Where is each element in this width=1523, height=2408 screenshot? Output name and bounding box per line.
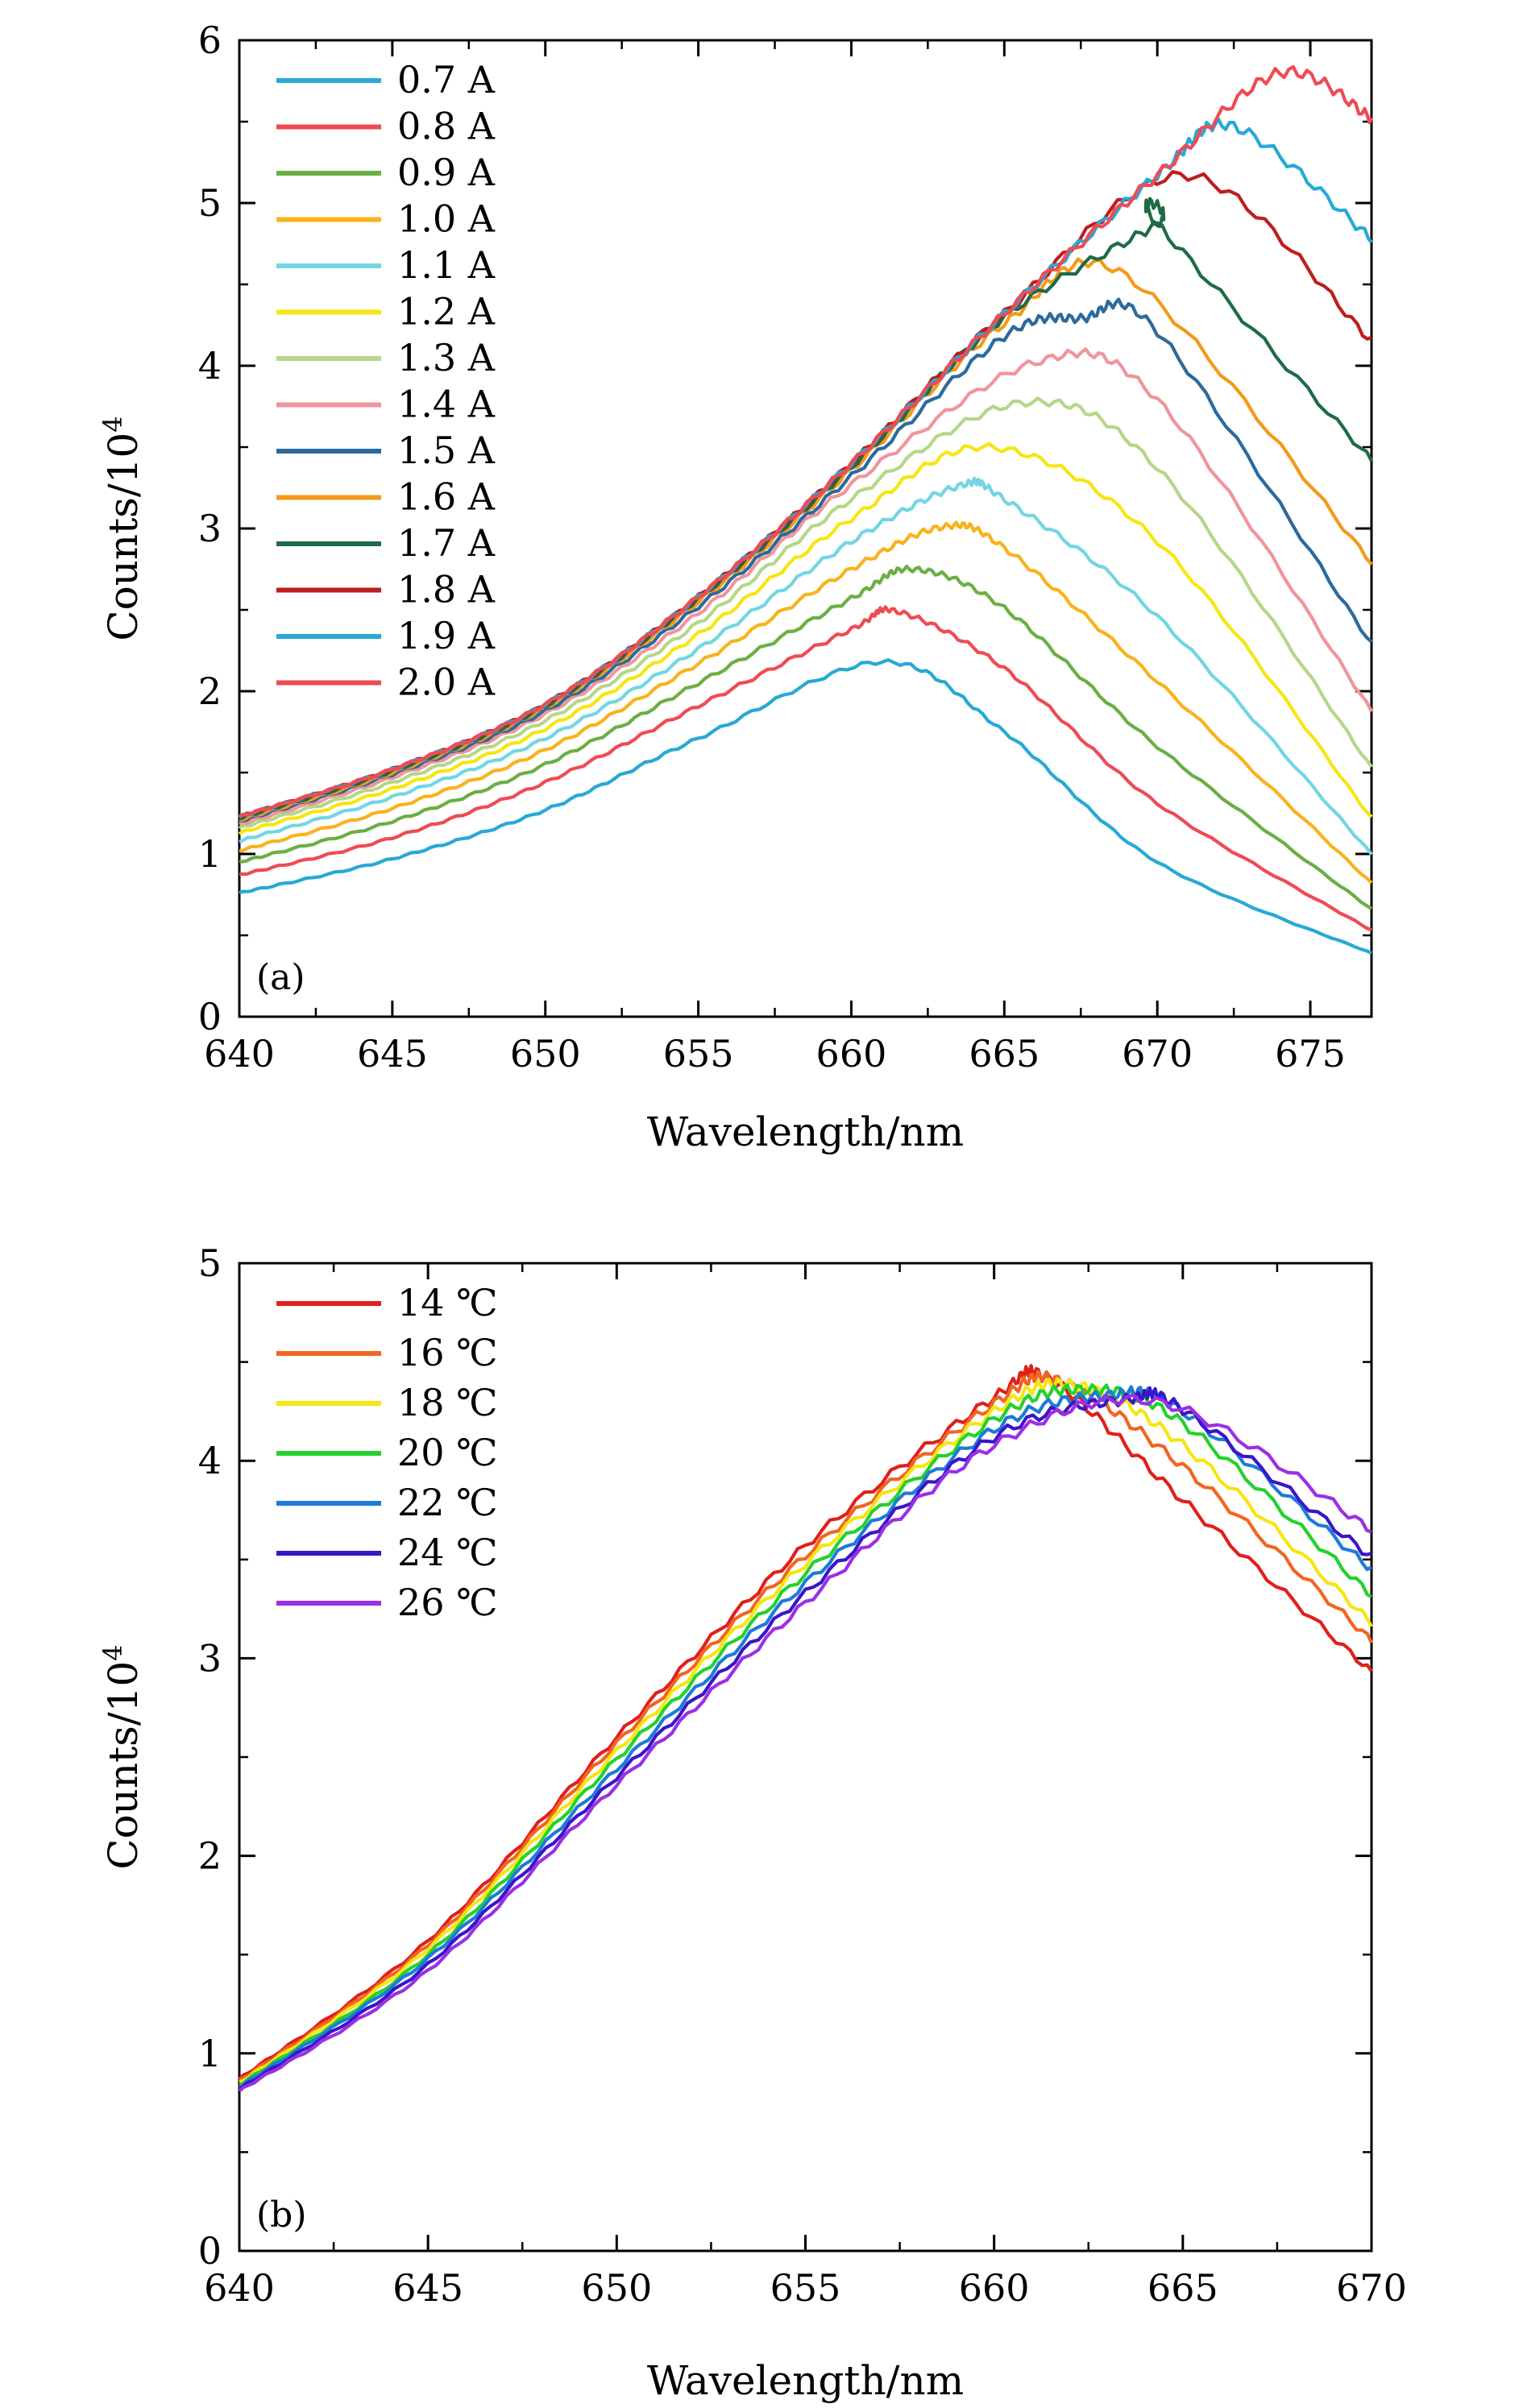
series-line bbox=[239, 64, 1373, 818]
x-tick-label: 655 bbox=[770, 2266, 841, 2310]
series-line bbox=[238, 1393, 1372, 2093]
series-line bbox=[239, 347, 1373, 826]
legend-label: 18 ℃ bbox=[397, 1381, 498, 1424]
x-tick-label: 665 bbox=[1147, 2266, 1218, 2310]
series-line bbox=[238, 441, 1373, 835]
y-tick-label: 2 bbox=[198, 669, 222, 713]
y-axis-label-exponent: 4 bbox=[98, 416, 128, 432]
series-line bbox=[239, 1377, 1373, 2084]
y-axis-label-base: Counts/10 bbox=[100, 1661, 147, 1870]
x-tick-label: 675 bbox=[1275, 1032, 1346, 1076]
x-axis-label: Wavelength/nm bbox=[647, 2357, 964, 2404]
series-line bbox=[239, 297, 1373, 823]
x-tick-label: 670 bbox=[1122, 1032, 1193, 1076]
axis-ticks: 640 645 650 655 660 665 670 0 1 2 3 4 5 bbox=[198, 1241, 1407, 2310]
y-tick-label: 1 bbox=[198, 832, 222, 876]
chart-panel-b: 640 645 650 655 660 665 670 0 1 2 3 4 5 14 ℃ 16 ℃ 18 ℃… bbox=[98, 1241, 1407, 2404]
y-tick-label: 1 bbox=[198, 2032, 222, 2075]
series-line bbox=[239, 476, 1373, 856]
legend-label: 1.7 A bbox=[397, 521, 496, 565]
x-axis-label: Wavelength/nm bbox=[647, 1109, 964, 1155]
series-line bbox=[238, 1370, 1373, 2082]
x-tick-label: 665 bbox=[969, 1032, 1040, 1076]
series-line bbox=[239, 564, 1373, 910]
legend-label: 0.8 A bbox=[397, 105, 496, 148]
series-layer bbox=[238, 64, 1373, 955]
series-layer bbox=[238, 1364, 1373, 2093]
y-tick-label: 0 bbox=[198, 2229, 222, 2273]
legend-label: 1.6 A bbox=[397, 475, 496, 519]
x-tick-label: 650 bbox=[510, 1032, 581, 1076]
x-tick-label: 645 bbox=[357, 1032, 428, 1076]
x-tick-label: 660 bbox=[816, 1032, 887, 1076]
x-tick-label: 655 bbox=[663, 1032, 734, 1076]
series-line bbox=[239, 605, 1372, 932]
legend-label: 1.3 A bbox=[397, 336, 496, 379]
series-line bbox=[239, 1382, 1372, 2087]
legend-label: 24 ℃ bbox=[397, 1531, 498, 1574]
series-line bbox=[239, 520, 1373, 885]
series-line bbox=[238, 396, 1373, 830]
series-line bbox=[238, 1364, 1373, 2081]
series-line bbox=[239, 658, 1372, 955]
legend-label: 16 ℃ bbox=[397, 1331, 498, 1374]
y-axis-label: Counts/104 bbox=[98, 416, 147, 640]
y-tick-label: 4 bbox=[198, 344, 222, 388]
legend-label: 22 ℃ bbox=[397, 1481, 498, 1524]
legend-label: 14 ℃ bbox=[397, 1281, 498, 1324]
y-tick-label: 5 bbox=[198, 181, 222, 225]
x-tick-label: 640 bbox=[204, 2266, 275, 2310]
legend-label: 1.5 A bbox=[397, 429, 496, 472]
legend-label: 0.7 A bbox=[397, 58, 496, 102]
legend-label: 1.8 A bbox=[397, 568, 496, 611]
legend-label: 0.9 A bbox=[397, 151, 496, 194]
legend-label: 26 ℃ bbox=[397, 1581, 498, 1624]
y-tick-label: 3 bbox=[198, 1636, 222, 1680]
chart-panel-a: 640 645 650 655 660 665 670 675 0 1 2 3 4 5 6 0.7 A0.8… bbox=[98, 19, 1373, 1155]
x-tick-label: 645 bbox=[392, 2266, 463, 2310]
y-axis-label-base: Counts/10 bbox=[100, 433, 147, 641]
y-tick-label: 5 bbox=[198, 1241, 222, 1285]
y-axis-label-exponent: 4 bbox=[98, 1644, 128, 1660]
legend-label: 20 ℃ bbox=[397, 1431, 498, 1474]
x-tick-label: 660 bbox=[959, 2266, 1030, 2310]
y-tick-label: 3 bbox=[198, 507, 222, 550]
x-tick-label: 650 bbox=[581, 2266, 652, 2310]
x-tick-label: 670 bbox=[1336, 2266, 1407, 2310]
y-axis-label: Counts/104 bbox=[98, 1644, 147, 1869]
legend: 0.7 A0.8 A0.9 A1.0 A1.1 A1.2 A1.3 A1.4 A… bbox=[276, 58, 496, 704]
panel-label: (a) bbox=[256, 957, 305, 998]
y-tick-label: 4 bbox=[198, 1439, 222, 1482]
panel-label: (b) bbox=[256, 2195, 307, 2236]
y-tick-label: 6 bbox=[198, 19, 222, 62]
legend-label: 2.0 A bbox=[397, 661, 496, 704]
legend: 14 ℃ 16 ℃ 18 ℃ 20 ℃ 22 ℃ 24 ℃ 26 ℃ bbox=[276, 1281, 498, 1624]
legend-label: 1.2 A bbox=[397, 290, 496, 334]
legend-label: 1.0 A bbox=[397, 197, 496, 241]
axis-ticks: 640 645 650 655 660 665 670 675 0 1 2 3 4 5 6 bbox=[198, 19, 1372, 1076]
legend-label: 1.1 A bbox=[397, 243, 496, 287]
legend-label: 1.9 A bbox=[397, 614, 496, 657]
y-tick-label: 0 bbox=[198, 995, 222, 1038]
legend-label: 1.4 A bbox=[397, 383, 496, 426]
y-tick-label: 2 bbox=[198, 1834, 222, 1878]
x-tick-label: 640 bbox=[204, 1032, 275, 1076]
